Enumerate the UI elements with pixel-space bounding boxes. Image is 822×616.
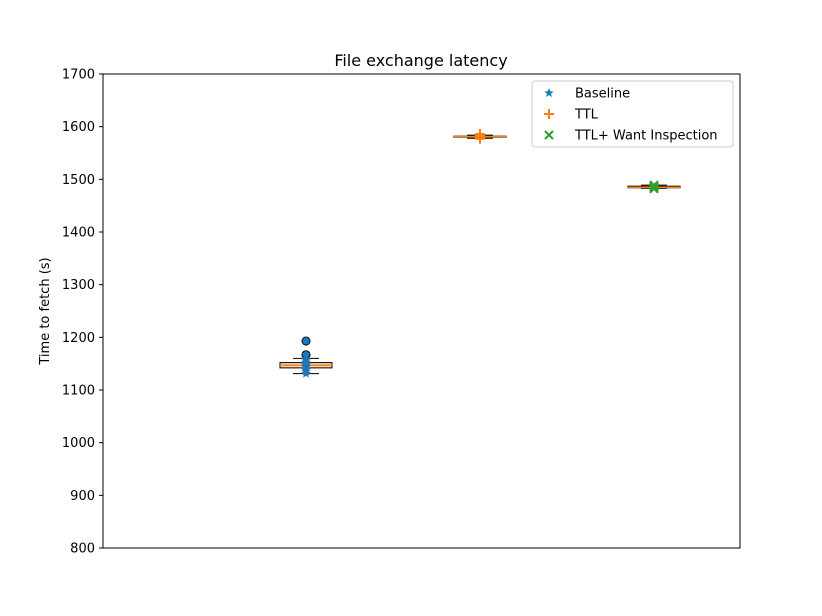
y-axis-label: Time to fetch (s) — [38, 257, 53, 365]
y-tick-label: 1500 — [62, 173, 95, 188]
y-tick-label: 1400 — [62, 226, 95, 241]
chart-title: File exchange latency — [334, 51, 507, 70]
legend-marker-2 — [544, 109, 554, 119]
y-tick-label: 1000 — [62, 436, 95, 451]
legend-marker-1 — [544, 88, 554, 98]
legend-label-3: TTL+ Want Inspection — [574, 129, 718, 144]
y-tick-label: 800 — [70, 542, 95, 557]
data-point — [475, 129, 485, 140]
y-tick-label: 1200 — [62, 331, 95, 346]
axes-frame — [102, 73, 741, 549]
legend-label-2: TTL — [574, 108, 599, 123]
data-point — [301, 349, 311, 359]
y-tick-label: 1700 — [62, 68, 95, 83]
box-group-3 — [627, 180, 681, 194]
legend: Baseline TTL TTL+ Want Inspection — [531, 80, 734, 148]
box-group-1 — [279, 336, 333, 378]
data-point — [649, 180, 659, 190]
data-point — [301, 354, 311, 364]
legend-frame — [531, 80, 734, 148]
legend-label-1: Baseline — [575, 87, 630, 102]
y-tick-label: 1100 — [62, 384, 95, 399]
data-point — [301, 336, 311, 346]
plot-area — [279, 129, 681, 378]
legend-marker-3 — [544, 130, 554, 140]
y-tick-label: 900 — [70, 489, 95, 504]
y-axis: 800 900 1000 1100 1200 1300 1400 1500 1600 1700 — [62, 68, 103, 557]
box-group-2 — [453, 129, 507, 144]
y-tick-label: 1300 — [62, 278, 95, 293]
y-tick-label: 1600 — [62, 120, 95, 135]
